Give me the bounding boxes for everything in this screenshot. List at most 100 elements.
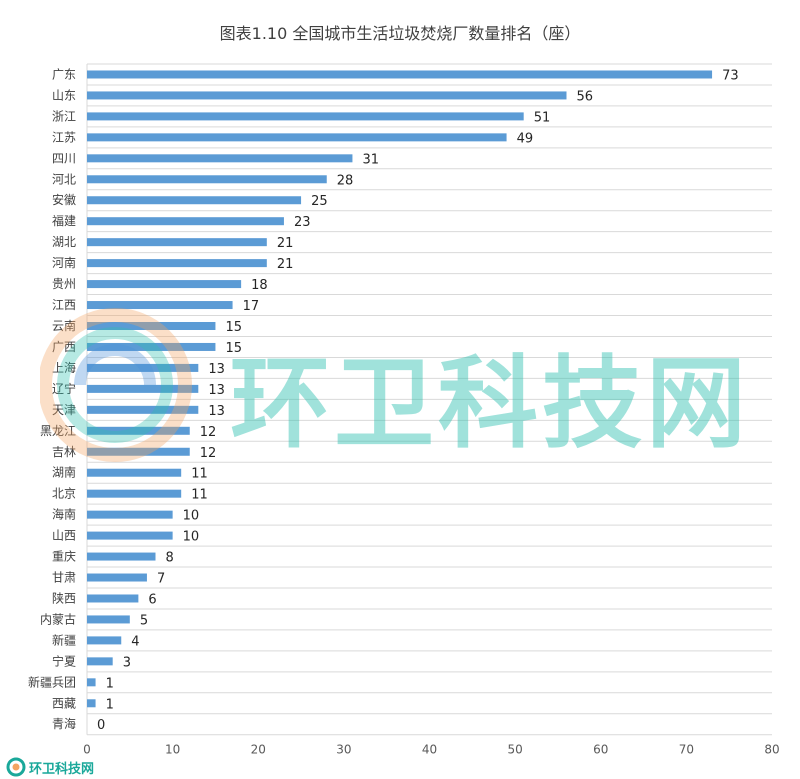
category-label: 四川 [52, 151, 76, 165]
value-label: 15 [225, 341, 242, 356]
value-label: 12 [200, 446, 217, 461]
bar [87, 217, 284, 226]
value-label: 17 [243, 299, 260, 314]
category-label: 浙江 [52, 109, 76, 123]
value-labels: 7356514931282523212118171515131313121211… [97, 68, 739, 733]
category-label: 天津 [52, 403, 76, 417]
bar [87, 531, 173, 540]
value-label: 13 [208, 362, 225, 377]
category-label: 海南 [52, 507, 76, 522]
category-label: 河北 [52, 172, 76, 186]
value-label: 5 [140, 613, 148, 628]
value-label: 51 [534, 110, 551, 125]
value-label: 1 [106, 697, 114, 712]
bar [87, 573, 147, 582]
category-label: 湖北 [52, 234, 76, 249]
category-label: 甘肃 [52, 571, 76, 585]
footer-logo-text: 环卫科技网 [29, 761, 95, 777]
value-label: 8 [166, 551, 174, 566]
category-label: 西藏 [52, 696, 76, 710]
bar [87, 259, 267, 268]
value-label: 21 [277, 236, 294, 251]
value-label: 18 [251, 278, 268, 293]
value-label: 3 [123, 655, 131, 670]
value-label: 12 [200, 425, 217, 440]
bar [87, 112, 524, 121]
bar [87, 238, 267, 247]
x-tick-label: 40 [422, 743, 437, 757]
bar [87, 468, 182, 477]
category-label: 山西 [52, 529, 76, 543]
bar [87, 447, 190, 456]
footer-logo: 环卫科技网 [6, 757, 94, 777]
category-label: 北京 [52, 487, 76, 501]
category-label: 新疆 [52, 632, 76, 647]
value-label: 4 [131, 634, 139, 649]
category-label: 吉林 [52, 445, 76, 459]
category-label: 重庆 [52, 550, 76, 564]
value-label: 6 [148, 592, 156, 607]
footer-logo-icon [6, 757, 26, 777]
category-label: 宁夏 [52, 653, 76, 668]
value-label: 13 [208, 383, 225, 398]
bar [87, 175, 327, 184]
value-label: 11 [191, 488, 208, 503]
bars [87, 70, 713, 708]
bar [87, 280, 242, 289]
bar [87, 594, 139, 603]
x-tick-label: 10 [165, 743, 180, 757]
bar [87, 363, 199, 372]
x-axis-ticks: 0 10 20 30 40 50 60 70 80 [83, 743, 779, 757]
category-label: 新疆兵团 [28, 674, 76, 689]
category-label: 福建 [52, 213, 76, 228]
value-label: 23 [294, 215, 311, 230]
value-label: 10 [183, 530, 200, 545]
bar [87, 657, 113, 666]
x-tick-label: 30 [336, 743, 351, 757]
bar [87, 384, 199, 393]
value-label: 7 [157, 572, 165, 587]
category-label: 广东 [52, 67, 76, 81]
x-tick-label: 0 [83, 743, 91, 757]
bar [87, 489, 182, 498]
category-label: 江西 [52, 298, 76, 312]
value-label: 73 [722, 68, 739, 83]
x-tick-label: 50 [507, 743, 522, 757]
value-label: 31 [362, 152, 379, 167]
bar [87, 510, 173, 519]
bar [87, 615, 130, 624]
value-label: 25 [311, 194, 328, 209]
bar [87, 322, 216, 330]
bar [87, 636, 122, 645]
category-label: 江苏 [52, 130, 76, 144]
value-label: 21 [277, 257, 294, 272]
value-label: 28 [337, 173, 354, 188]
x-tick-label: 60 [593, 743, 608, 757]
category-label: 上海 [52, 360, 76, 375]
category-label: 安徽 [52, 192, 76, 207]
value-label: 56 [577, 89, 594, 104]
category-label: 云南 [52, 318, 76, 333]
bar [87, 196, 302, 205]
value-label: 0 [97, 718, 105, 733]
category-label: 广西 [52, 340, 76, 354]
x-tick-label: 80 [764, 743, 779, 757]
value-label: 10 [183, 509, 200, 524]
category-label: 河南 [52, 255, 76, 270]
grid-lines [86, 63, 772, 736]
chart-title: 图表1.10 全国城市生活垃圾焚烧厂数量排名（座） [219, 24, 581, 43]
value-label: 11 [191, 467, 208, 482]
category-label: 青海 [52, 716, 76, 731]
bar [87, 91, 567, 100]
x-tick-label: 70 [679, 743, 694, 757]
category-label: 辽宁 [52, 381, 76, 396]
bar [87, 301, 233, 310]
bar [87, 133, 507, 142]
bar [87, 552, 156, 561]
category-label: 内蒙古 [40, 611, 76, 626]
category-label: 黑龙江 [40, 424, 76, 438]
bar [87, 70, 713, 79]
category-label: 贵州 [52, 277, 76, 291]
category-labels: 广东山东浙江江苏四川河北安徽福建湖北河南贵州江西云南广西上海辽宁天津黑龙江吉林湖… [28, 67, 76, 731]
